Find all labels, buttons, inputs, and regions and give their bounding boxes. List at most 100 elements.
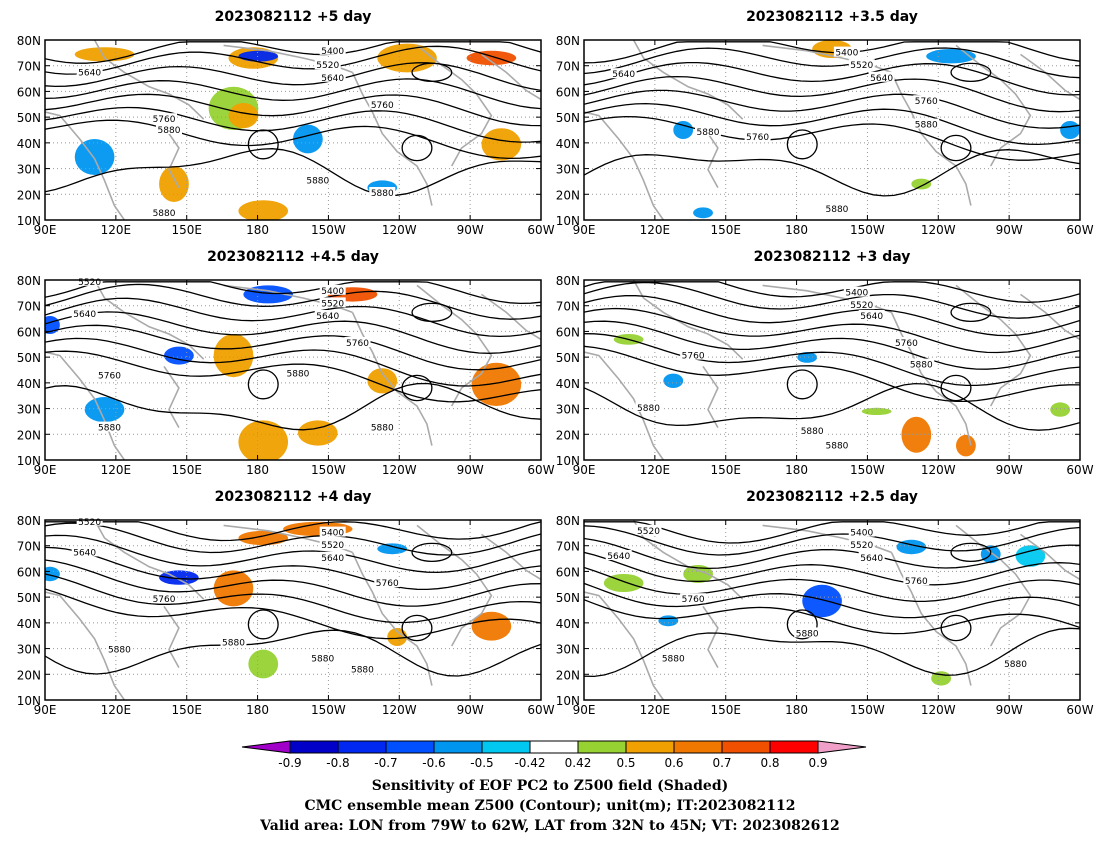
- lon-tick-label: 150W: [311, 463, 346, 477]
- contour-label-bg: [156, 124, 182, 134]
- contour-label: 5880: [697, 128, 720, 138]
- contour-line: [584, 566, 1080, 603]
- contour-label-bg: [610, 68, 637, 79]
- lon-tick-label: 120W: [382, 703, 417, 717]
- lon-tick-label: 120W: [382, 223, 417, 237]
- contour-label-bg: [220, 636, 247, 647]
- contour-label-bg: [794, 627, 821, 638]
- contour-line: [45, 119, 541, 160]
- coastline: [762, 524, 892, 554]
- colorbar-label: -0.8: [326, 756, 349, 770]
- contour-label-bg: [823, 203, 850, 214]
- contour-label: 5520: [321, 541, 344, 551]
- colorbar-label: 0.9: [808, 756, 827, 770]
- coastline: [890, 552, 972, 686]
- lat-tick-label: 40N: [17, 617, 41, 631]
- colorbar-box: [625, 740, 675, 754]
- map-panel-4: 5400552056405760576058805880588058802023…: [556, 249, 1094, 477]
- contour-label: 5880: [1004, 660, 1027, 670]
- map-panel-2: 5400 5520 5640 5640 5760 5760 5880 5880 5880 2023…: [556, 9, 1094, 237]
- shade-patch: [861, 407, 892, 415]
- contour-label: 5400: [850, 529, 873, 539]
- contour-line: [45, 521, 541, 542]
- contour-label-bg: [893, 337, 920, 347]
- lat-tick-label: 80N: [17, 514, 41, 528]
- lat-lon-grid: [584, 280, 1081, 460]
- lon-tick-label: 150E: [171, 223, 202, 237]
- z500-contours: [45, 521, 541, 677]
- contour-closed: [401, 134, 433, 162]
- contour-label: 5880: [801, 427, 824, 437]
- lat-tick-label: 40N: [556, 617, 580, 631]
- contour-line: [45, 546, 541, 591]
- contour-label-bg: [319, 551, 346, 562]
- colorbar: -0.9 -0.8 -0.7 -0.6 -0.5 -0.42 0.42 0.5 0.6 0.7 0.…: [241, 740, 867, 770]
- contour-label: 5520: [637, 527, 660, 537]
- caption-line-3: Valid area: LON from 79W to 62W, LAT fro…: [259, 818, 840, 834]
- shade-patch: [228, 103, 259, 129]
- coastline: [93, 40, 205, 120]
- lat-tick-label: 20N: [556, 188, 580, 202]
- shade-patch: [802, 584, 842, 618]
- lat-tick-label: 70N: [17, 300, 41, 314]
- colorbar-box: [673, 740, 723, 754]
- contour-closed: [247, 609, 279, 640]
- lat-tick-label: 70N: [556, 300, 580, 314]
- lon-tick-label: 90W: [996, 703, 1023, 717]
- contour-line: [45, 573, 541, 624]
- lon-tick-label: 90W: [996, 223, 1023, 237]
- lon-tick-label: 150W: [311, 223, 346, 237]
- contour-label: 5520: [78, 518, 101, 528]
- contour-label-bg: [314, 310, 341, 320]
- contour-line: [584, 307, 1080, 354]
- contour-label-bg: [635, 524, 662, 535]
- coastline: [163, 605, 180, 668]
- contour-closed: [950, 542, 992, 563]
- contour-closed: [411, 62, 453, 83]
- contour-label-bg: [858, 551, 885, 562]
- lon-tick-label: 180: [246, 703, 269, 717]
- contour-line: [45, 629, 541, 677]
- panel-title: 2023082112 +3.5 day: [746, 9, 918, 25]
- contour-label-bg: [151, 593, 178, 604]
- lat-tick-label: 30N: [17, 163, 41, 177]
- shade-patch: [1060, 121, 1080, 139]
- lat-tick-label: 40N: [17, 377, 41, 391]
- shade-patch: [901, 416, 932, 453]
- contour-label: 5640: [78, 68, 101, 78]
- colorbar-label: -0.42: [514, 756, 545, 770]
- panel-title: 2023082112 +3 day: [754, 249, 911, 265]
- coastline: [702, 125, 719, 188]
- panel-frame: [44, 519, 542, 701]
- contour-line: [584, 599, 1080, 635]
- contour-line: [584, 582, 1080, 619]
- contour-label-bg: [908, 358, 935, 369]
- lat-tick-label: 10N: [17, 694, 41, 708]
- lat-tick-label: 50N: [17, 111, 41, 125]
- shade-patch: [956, 434, 976, 457]
- lat-lon-grid: [584, 520, 1081, 700]
- lat-tick-label: 80N: [17, 34, 41, 48]
- lon-tick-label: 60W: [527, 703, 554, 717]
- coastline: [416, 524, 493, 647]
- lat-tick-label: 20N: [556, 668, 580, 682]
- coastline: [955, 284, 1032, 407]
- contour-label-bg: [848, 59, 875, 70]
- contour-label-bg: [799, 425, 826, 436]
- contour-label-bg: [309, 652, 336, 663]
- contour-label-bg: [76, 66, 103, 77]
- lat-tick-label: 20N: [17, 188, 41, 202]
- contour-line: [45, 93, 541, 127]
- contour-label: 5400: [321, 529, 344, 539]
- shade-patch: [797, 352, 818, 363]
- contour-label-bg: [680, 593, 707, 604]
- z500-contours: [584, 521, 1080, 678]
- contour-label: 5520: [78, 278, 101, 288]
- colorbar-box: [337, 740, 387, 754]
- shade-patch: [387, 628, 408, 646]
- lat-tick-label: 40N: [556, 137, 580, 151]
- coastline: [163, 365, 180, 428]
- contour-label: 5880: [910, 361, 933, 371]
- contour-label: 5760: [371, 101, 394, 111]
